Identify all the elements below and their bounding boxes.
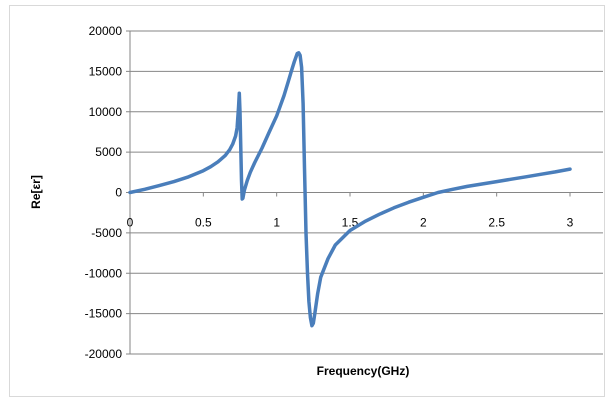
series-layer <box>128 51 572 328</box>
y-axis-title: Re[εr] <box>29 175 43 209</box>
y-axis: 20000 15000 10000 5000 0 -5000 -10000 -15000 -20… <box>85 24 131 361</box>
x-axis: 0 0.5 1 1.5 2 2.5 3 <box>127 192 603 230</box>
y-tick-label: -10000 <box>85 266 123 280</box>
y-tick-label: 0 <box>115 186 122 200</box>
x-tick-label: 0 <box>127 216 134 230</box>
x-tick-label: 2.5 <box>488 216 505 230</box>
y-tick-label: 15000 <box>89 64 123 78</box>
x-tick-label: 1 <box>273 216 280 230</box>
y-tick-label: -15000 <box>85 307 123 321</box>
x-tick-label: 3 <box>567 216 574 230</box>
x-tick-label: 0.5 <box>195 216 212 230</box>
x-tick-label: 2 <box>420 216 427 230</box>
y-tick-label: 10000 <box>89 105 123 119</box>
y-tick-label: -5000 <box>91 226 122 240</box>
gridlines <box>130 30 603 355</box>
y-tick-label: -20000 <box>85 347 123 361</box>
y-tick-label: 20000 <box>89 24 123 38</box>
series-line <box>128 51 572 328</box>
x-axis-title: Frequency(GHz) <box>317 364 410 378</box>
y-tick-label: 5000 <box>95 145 122 159</box>
